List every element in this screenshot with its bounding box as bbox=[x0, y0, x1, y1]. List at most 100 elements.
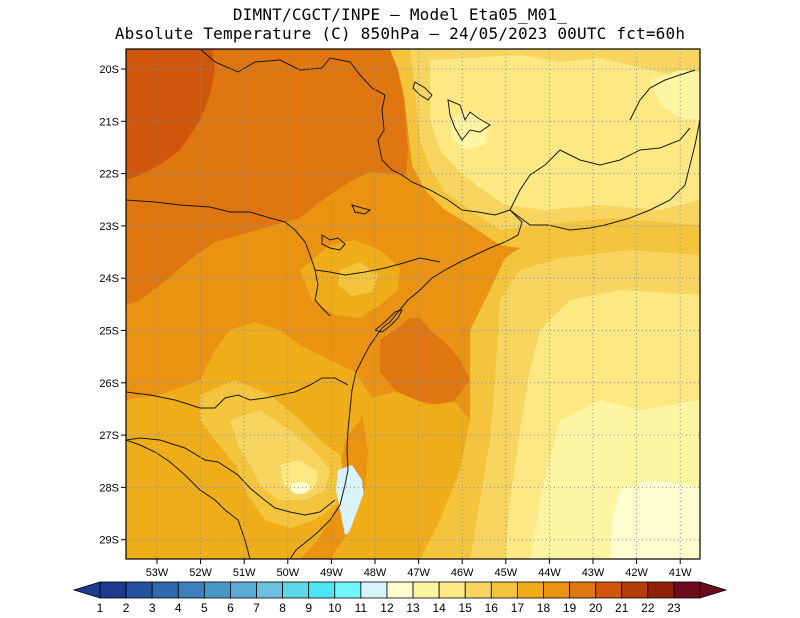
colorbar-swatch bbox=[177, 581, 205, 599]
colorbar: 1 2 3 4 5 6 7 8 9 10 11 12 13 14 15 16 17 18 19 20 21 22 23 bbox=[72, 581, 728, 615]
colorbar-label: 12 bbox=[380, 601, 394, 615]
colorbar-label: 10 bbox=[328, 601, 342, 615]
lat-axis: 20S 21S 22S 23S 24S 25S 26S 27S 28S 29S bbox=[99, 64, 126, 547]
lon-tick-label: 53W bbox=[146, 567, 169, 579]
lon-tick-label: 52W bbox=[189, 567, 212, 579]
lat-tick-label: 29S bbox=[99, 535, 119, 547]
lat-tick-label: 28S bbox=[99, 482, 119, 494]
lon-tick-label: 46W bbox=[451, 567, 474, 579]
lat-tick-label: 21S bbox=[99, 116, 119, 128]
map-frame bbox=[125, 48, 701, 560]
state-border-sp-mg bbox=[377, 94, 511, 216]
colorbar-label: 21 bbox=[615, 601, 629, 615]
chart-title-line1: DIMNT/CGCT/INPE – Model Eta05_M01_ bbox=[232, 5, 568, 24]
temp-zone-15-patch bbox=[338, 262, 378, 296]
colorbar-swatch bbox=[490, 581, 518, 599]
temperature-field bbox=[126, 49, 700, 559]
lon-tick-label: 41W bbox=[669, 567, 692, 579]
lat-tick-label: 24S bbox=[99, 273, 119, 285]
colorbar-swatch bbox=[543, 581, 570, 599]
lon-tick-label: 50W bbox=[276, 567, 299, 579]
lon-tick-label: 47W bbox=[407, 567, 430, 579]
state-border-sp-mg-east bbox=[509, 149, 561, 211]
colorbar-swatch bbox=[464, 581, 492, 599]
colorbar-label: 11 bbox=[355, 601, 368, 615]
colorbar-swatch bbox=[595, 581, 623, 599]
lat-tick-label: 20S bbox=[99, 64, 119, 76]
colorbar-swatch bbox=[621, 581, 649, 599]
lon-tick-label: 42W bbox=[625, 567, 648, 579]
lake-center bbox=[321, 234, 346, 251]
state-border-ms-sp bbox=[126, 199, 286, 223]
colorbar-label: 20 bbox=[589, 601, 603, 615]
colorbar-swatch bbox=[282, 581, 310, 599]
colorbar-swatch bbox=[230, 581, 257, 599]
lat-tick-label: 22S bbox=[99, 169, 119, 181]
colorbar-label: 8 bbox=[279, 601, 286, 615]
temp-zone-19-patch bbox=[126, 195, 285, 290]
colorbar-label: 15 bbox=[459, 601, 473, 615]
colorbar-label: 14 bbox=[432, 601, 446, 615]
colorbar-swatch bbox=[203, 581, 231, 599]
colorbar-swatch bbox=[569, 581, 597, 599]
lon-axis: 53W 52W 51W 50W 49W 48W 47W 46W 45W 44W 43W 42W 41W bbox=[146, 559, 692, 579]
colorbar-swatch bbox=[673, 581, 701, 599]
country-border bbox=[126, 439, 251, 559]
colorbar-label: 5 bbox=[201, 601, 208, 615]
temp-zone-16-offshore bbox=[330, 392, 470, 559]
grid-lines bbox=[126, 49, 700, 559]
lon-tick-label: 43W bbox=[582, 567, 605, 579]
colorbar-label: 13 bbox=[406, 601, 420, 615]
colorbar-swatch bbox=[256, 581, 284, 599]
lat-tick-label: 25S bbox=[99, 326, 119, 338]
lon-tick-label: 49W bbox=[320, 567, 343, 579]
colorbar-swatch bbox=[308, 581, 336, 599]
colorbar-swatch bbox=[516, 581, 544, 599]
colorbar-swatch bbox=[99, 581, 127, 599]
colorbar-label: 7 bbox=[253, 601, 260, 615]
colorbar-label: 9 bbox=[305, 601, 312, 615]
lat-tick-label: 26S bbox=[99, 378, 119, 390]
colorbar-swatch bbox=[334, 581, 362, 599]
temp-zone-11-offshore bbox=[610, 480, 700, 559]
colorbar-swatch bbox=[412, 581, 440, 599]
chart-title-line2: Absolute Temperature (C) 850hPa – 24/05/… bbox=[114, 24, 686, 43]
colorbar-label: 19 bbox=[563, 601, 577, 615]
colorbar-label: 3 bbox=[149, 601, 156, 615]
temp-zone-13-northeast bbox=[430, 55, 700, 210]
colorbar-label: 23 bbox=[667, 601, 681, 615]
coastline-rj bbox=[509, 119, 700, 231]
lat-tick-label: 27S bbox=[99, 430, 119, 442]
colorbar-label: 22 bbox=[641, 601, 655, 615]
state-border-mg-rj bbox=[559, 127, 691, 166]
colorbar-right-arrow bbox=[699, 581, 728, 599]
colorbar-swatch bbox=[438, 581, 466, 599]
coastline bbox=[289, 209, 523, 559]
colorbar-label: 4 bbox=[175, 601, 182, 615]
colorbar-swatch bbox=[125, 581, 153, 599]
temp-zone-20-northwest bbox=[126, 49, 215, 180]
colorbar-label: 18 bbox=[537, 601, 551, 615]
lon-tick-label: 45W bbox=[494, 567, 517, 579]
colorbar-label: 17 bbox=[511, 601, 525, 615]
lon-tick-label: 48W bbox=[364, 567, 387, 579]
state-border-mg-es bbox=[629, 69, 696, 121]
colorbar-swatch bbox=[360, 581, 388, 599]
bay-paranagua bbox=[373, 309, 403, 333]
lake-paraibuna bbox=[447, 99, 491, 141]
lake-small bbox=[351, 204, 372, 215]
colorbar-label: 1 bbox=[97, 601, 104, 615]
temp-zone-16-southwest bbox=[126, 425, 240, 559]
colorbar-label: 16 bbox=[485, 601, 499, 615]
colorbar-label: 2 bbox=[123, 601, 130, 615]
lat-tick-label: 23S bbox=[99, 221, 119, 233]
colorbar-swatch bbox=[386, 581, 414, 599]
temp-zone-11-spot bbox=[290, 482, 310, 494]
lon-tick-label: 51W bbox=[233, 567, 256, 579]
lon-tick-label: 44W bbox=[538, 567, 561, 579]
state-border-pr-sc bbox=[126, 377, 349, 409]
colorbar-label: 6 bbox=[227, 601, 234, 615]
colorbar-swatch bbox=[151, 581, 179, 599]
colorbar-left-arrow bbox=[72, 581, 101, 599]
